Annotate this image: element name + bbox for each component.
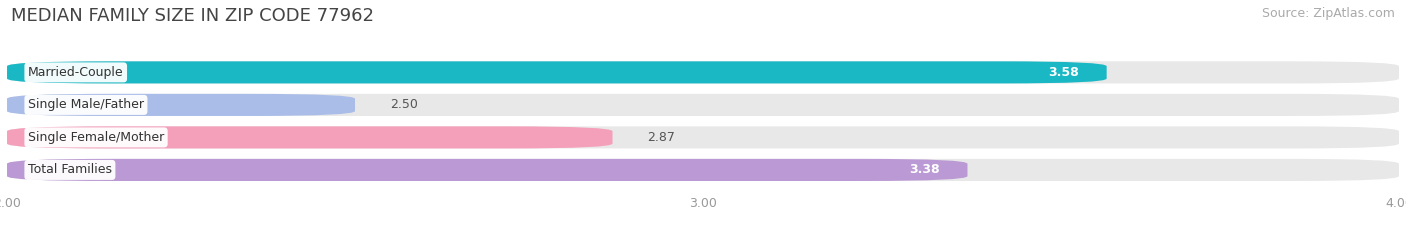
FancyBboxPatch shape xyxy=(7,61,1107,83)
Text: Single Female/Mother: Single Female/Mother xyxy=(28,131,165,144)
Text: 2.87: 2.87 xyxy=(647,131,675,144)
FancyBboxPatch shape xyxy=(7,159,967,181)
Text: 2.50: 2.50 xyxy=(389,98,418,111)
FancyBboxPatch shape xyxy=(7,94,1399,116)
Text: MEDIAN FAMILY SIZE IN ZIP CODE 77962: MEDIAN FAMILY SIZE IN ZIP CODE 77962 xyxy=(11,7,374,25)
FancyBboxPatch shape xyxy=(7,61,1399,83)
Text: 3.38: 3.38 xyxy=(910,163,939,176)
FancyBboxPatch shape xyxy=(7,126,613,148)
Text: Single Male/Father: Single Male/Father xyxy=(28,98,143,111)
Text: 3.58: 3.58 xyxy=(1047,66,1078,79)
FancyBboxPatch shape xyxy=(7,159,1399,181)
Text: Total Families: Total Families xyxy=(28,163,112,176)
Text: Married-Couple: Married-Couple xyxy=(28,66,124,79)
FancyBboxPatch shape xyxy=(7,94,356,116)
Text: Source: ZipAtlas.com: Source: ZipAtlas.com xyxy=(1261,7,1395,20)
FancyBboxPatch shape xyxy=(7,126,1399,148)
